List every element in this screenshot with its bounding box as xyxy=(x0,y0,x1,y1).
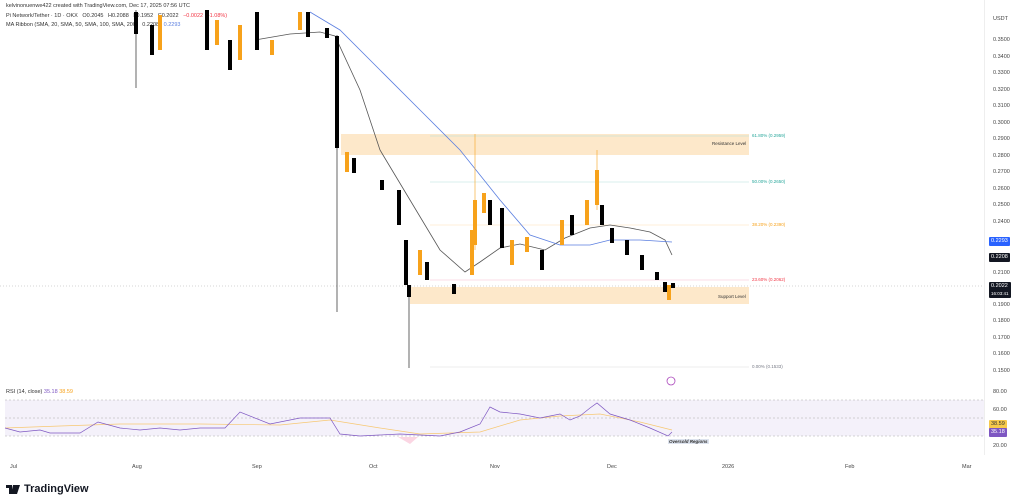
ohlc-high: H0.2088 xyxy=(108,13,129,19)
rsi-value: 35.18 xyxy=(43,389,58,395)
symbol-name[interactable]: Pi Network/Tether · 1D · OKX xyxy=(6,13,78,19)
rsi-legend[interactable]: RSI (14, close) 35.18 38.59 xyxy=(6,389,73,395)
last-price: 0.2022 xyxy=(991,283,1008,289)
sma20-tag: 0.2208 xyxy=(989,253,1010,262)
y-tick: 0.2900 xyxy=(993,136,1010,142)
ohlc-close: C0.2022 xyxy=(157,13,179,19)
fib-618-label: 61.80% (0.2959) xyxy=(752,133,786,138)
x-tick: Oct xyxy=(369,464,378,470)
ohlc-open: O0.2045 xyxy=(82,13,104,19)
x-tick: Nov xyxy=(490,464,500,470)
y-tick: 0.2700 xyxy=(993,169,1010,175)
y-tick: 0.3400 xyxy=(993,54,1010,60)
rsi-ma-tag: 38.59 xyxy=(989,420,1007,429)
y-tick: 0.2800 xyxy=(993,153,1010,159)
y-tick: 0.3000 xyxy=(993,120,1010,126)
fib-382-label: 38.20% (0.2390) xyxy=(752,222,786,227)
fib-0-label: 0.00% (0.1533) xyxy=(752,364,783,369)
y-tick: 0.1600 xyxy=(993,351,1010,357)
price-axis[interactable]: USDT 0.3500 0.3400 0.3300 0.3200 0.3100 … xyxy=(984,0,1024,455)
ma-value-50: 0.2293 xyxy=(163,22,181,28)
fib-236-label: 23.60% (0.2062) xyxy=(752,277,786,282)
brand-name: TradingView xyxy=(24,483,89,495)
sma20-line xyxy=(254,31,673,273)
y-tick: 0.3100 xyxy=(993,103,1010,109)
currency-label: USDT xyxy=(993,16,1008,22)
price-chart[interactable] xyxy=(0,0,984,458)
y-tick: 0.3200 xyxy=(993,87,1010,93)
rsi-line xyxy=(4,402,673,437)
y-tick: 0.1500 xyxy=(993,368,1010,374)
resistance-zone xyxy=(341,134,749,155)
y-tick: 0.2100 xyxy=(993,270,1010,276)
support-label: Support Level xyxy=(718,294,746,299)
y-tick: 0.2600 xyxy=(993,186,1010,192)
y-tick: 0.3300 xyxy=(993,70,1010,76)
event-marker[interactable] xyxy=(666,376,676,386)
ohlc-low: L0.1952 xyxy=(133,13,154,19)
rsi-tick: 20.00 xyxy=(993,443,1007,449)
x-tick: Sep xyxy=(252,464,262,470)
y-tick: 0.1800 xyxy=(993,318,1010,324)
header-credit: kelvinonuenwe422 created with TradingVie… xyxy=(6,3,190,9)
rsi-ma-line xyxy=(4,413,673,435)
rsi-tag: 35.18 xyxy=(989,428,1007,437)
x-tick: 2026 xyxy=(722,464,735,470)
y-tick: 0.3500 xyxy=(993,37,1010,43)
bar-countdown: 16:03:41 xyxy=(991,291,1009,296)
time-axis[interactable]: Jul Aug Sep Oct Nov Dec 2026 Feb Mar xyxy=(0,458,984,474)
y-tick: 0.1700 xyxy=(993,335,1010,341)
x-tick: Mar xyxy=(962,464,972,470)
y-tick: 0.2500 xyxy=(993,202,1010,208)
last-price-tag: 0.2022 16:03:41 xyxy=(989,282,1011,298)
resistance-label: Resistance Level xyxy=(712,141,747,146)
rsi-name: RSI (14, close) xyxy=(6,389,43,395)
sma50-line xyxy=(309,11,673,246)
rsi-ma-value: 38.59 xyxy=(59,389,73,395)
oversold-label: Oversold Regions xyxy=(668,439,709,444)
sma50-tag: 0.2293 xyxy=(989,237,1010,246)
x-tick: Aug xyxy=(132,464,142,470)
y-tick: 0.2400 xyxy=(993,219,1010,225)
tradingview-logo[interactable]: TradingView xyxy=(6,483,89,495)
ma-ribbon-label: MA Ribbon (SMA, 20, SMA, 50, SMA, 100, S… xyxy=(6,22,138,28)
x-tick: Dec xyxy=(607,464,617,470)
tradingview-icon xyxy=(6,484,20,494)
support-zone xyxy=(410,287,749,304)
fib-50-label: 50.00% (0.2650) xyxy=(752,179,786,184)
rsi-tick: 80.00 xyxy=(993,389,1007,395)
y-tick: 0.1900 xyxy=(993,302,1010,308)
rsi-tick: 60.00 xyxy=(993,407,1007,413)
x-tick: Feb xyxy=(845,464,855,470)
candles xyxy=(134,10,675,368)
x-tick: Jul xyxy=(10,464,18,470)
